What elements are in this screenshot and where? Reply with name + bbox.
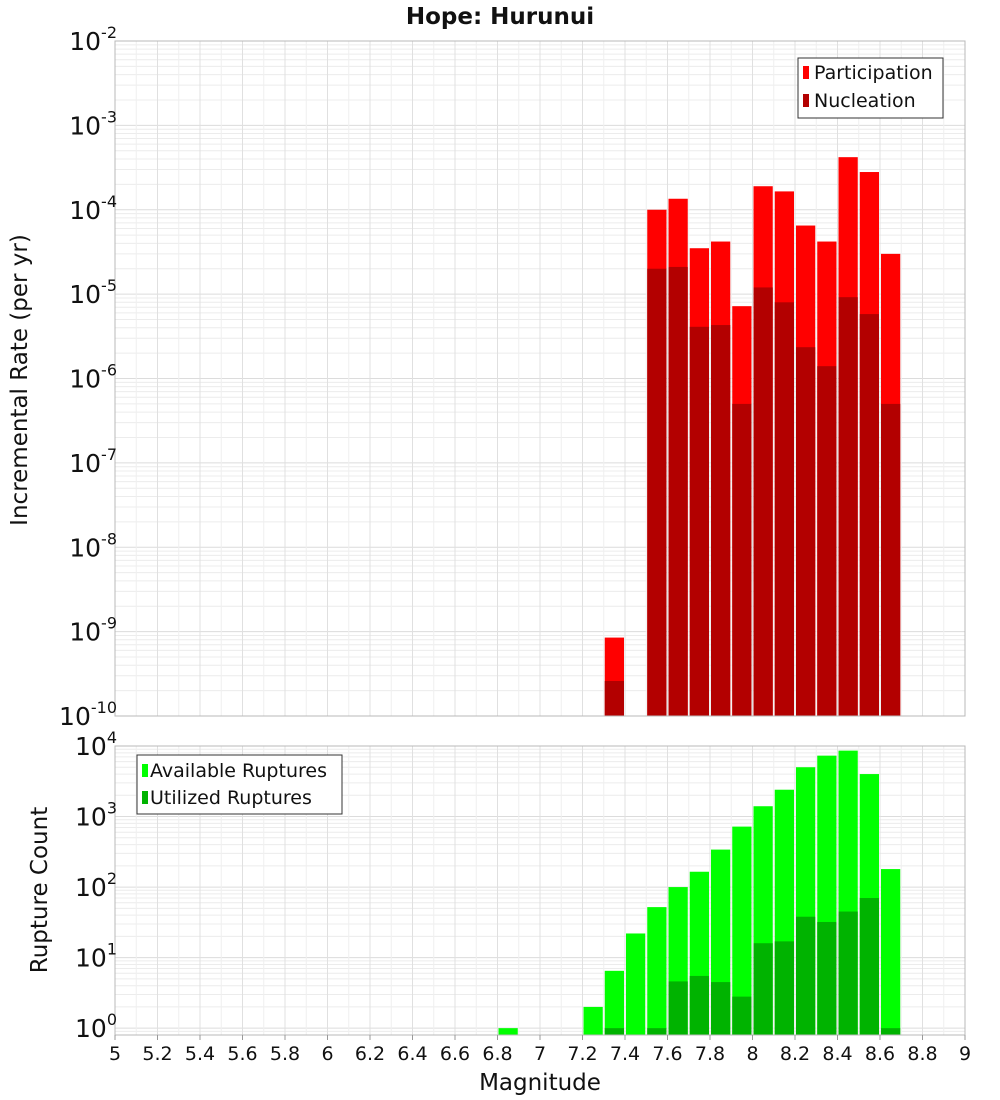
y-tick-label: 10-10 xyxy=(59,698,117,731)
legend-swatch-available-ruptures xyxy=(142,764,148,777)
ticks-layer: 10-10 10-9 10-8 10-7 10-6 10-5 10-4 10-3 10-2 100… xyxy=(59,23,971,1065)
x-tick-label: 5.8 xyxy=(270,1043,300,1065)
top-legend: Participation Nucleation xyxy=(797,57,944,119)
bar-utilized-ruptures xyxy=(753,943,773,1035)
x-tick-label: 8.4 xyxy=(822,1043,852,1065)
bar-nucleation xyxy=(838,297,858,716)
bar-utilized-ruptures xyxy=(796,916,816,1035)
chart-title: Hope: Hurunui xyxy=(406,4,594,30)
bar-utilized-ruptures xyxy=(604,1028,624,1035)
x-tick-label: 6 xyxy=(321,1043,333,1065)
x-tick-label: 8 xyxy=(746,1043,758,1065)
y-tick-label: 100 xyxy=(75,1010,117,1043)
bar-utilized-ruptures xyxy=(838,911,858,1035)
bar-utilized-ruptures xyxy=(881,1028,901,1035)
bar-nucleation xyxy=(711,325,731,716)
y-tick-label: 10-3 xyxy=(69,107,117,140)
legend-label-participation: Participation xyxy=(814,62,933,84)
x-tick-label: 7.4 xyxy=(610,1043,640,1065)
bar-nucleation xyxy=(817,366,837,716)
bar-nucleation xyxy=(881,403,901,716)
bars-layer xyxy=(498,157,901,1035)
legend-label-utilized-ruptures: Utilized Ruptures xyxy=(150,787,312,809)
x-tick-label: 8.2 xyxy=(780,1043,810,1065)
top-plot-frame xyxy=(114,40,966,717)
y-tick-label: 10-5 xyxy=(69,276,117,309)
legend-label-nucleation: Nucleation xyxy=(814,90,916,112)
y-tick-label: 102 xyxy=(75,869,117,902)
x-axis-label: Magnitude xyxy=(479,1070,601,1096)
bar-available-ruptures xyxy=(732,826,752,1035)
bottom-legend: Available Ruptures Utilized Ruptures xyxy=(136,754,343,815)
x-tick-label: 5 xyxy=(109,1043,121,1065)
bottom-y-axis-label: Rupture Count xyxy=(27,807,53,973)
x-tick-label: 8.6 xyxy=(865,1043,895,1065)
bar-utilized-ruptures xyxy=(668,981,688,1035)
bar-available-ruptures xyxy=(498,1028,518,1035)
y-tick-label: 10-8 xyxy=(69,529,117,562)
x-tick-label: 6.6 xyxy=(440,1043,470,1065)
x-tick-label: 9 xyxy=(959,1043,971,1065)
bar-utilized-ruptures xyxy=(647,1028,667,1035)
x-tick-label: 7 xyxy=(534,1043,546,1065)
x-tick-label: 8.8 xyxy=(907,1043,937,1065)
y-tick-label: 10-2 xyxy=(69,23,117,56)
bar-available-ruptures xyxy=(647,907,667,1035)
y-tick-label: 10-4 xyxy=(69,192,117,225)
bar-nucleation xyxy=(668,266,688,716)
top-legend-box xyxy=(797,57,944,119)
x-tick-label: 6.8 xyxy=(482,1043,512,1065)
y-tick-label: 10-9 xyxy=(69,614,117,647)
top-y-axis-label: Incremental Rate (per yr) xyxy=(7,234,33,526)
y-tick-label: 104 xyxy=(75,728,117,761)
grid-layer xyxy=(114,40,966,1036)
bar-nucleation xyxy=(647,268,667,716)
x-tick-label: 7.8 xyxy=(695,1043,725,1065)
legend-swatch-utilized-ruptures xyxy=(142,791,148,804)
bar-utilized-ruptures xyxy=(732,996,752,1035)
bar-utilized-ruptures xyxy=(711,982,731,1035)
x-tick-label: 6.2 xyxy=(355,1043,385,1065)
bar-available-ruptures xyxy=(604,970,624,1035)
bar-utilized-ruptures xyxy=(774,941,794,1035)
x-tick-label: 5.2 xyxy=(142,1043,172,1065)
legend-swatch-participation xyxy=(803,66,809,79)
bar-utilized-ruptures xyxy=(817,921,837,1035)
x-tick-label: 5.4 xyxy=(185,1043,215,1065)
bar-available-ruptures xyxy=(881,869,901,1035)
legend-label-available-ruptures: Available Ruptures xyxy=(150,760,327,782)
bar-utilized-ruptures xyxy=(859,898,879,1035)
bar-nucleation xyxy=(774,302,794,716)
bar-nucleation xyxy=(732,403,752,716)
y-tick-label: 103 xyxy=(75,799,117,832)
bar-nucleation xyxy=(859,314,879,716)
bottom-legend-box xyxy=(136,754,343,815)
bar-nucleation xyxy=(753,287,773,716)
x-tick-label: 6.4 xyxy=(397,1043,427,1065)
y-tick-label: 10-7 xyxy=(69,445,117,478)
x-tick-label: 7.6 xyxy=(652,1043,682,1065)
legend-swatch-nucleation xyxy=(803,94,809,107)
y-tick-label: 101 xyxy=(75,940,117,973)
bar-nucleation xyxy=(689,326,709,716)
y-tick-label: 10-6 xyxy=(69,361,117,394)
bar-utilized-ruptures xyxy=(689,975,709,1035)
x-tick-label: 5.6 xyxy=(227,1043,257,1065)
bar-available-ruptures xyxy=(583,1006,603,1035)
bar-nucleation xyxy=(796,347,816,716)
x-tick-label: 7.2 xyxy=(567,1043,597,1065)
bar-nucleation xyxy=(604,680,624,716)
bar-available-ruptures xyxy=(626,933,646,1035)
